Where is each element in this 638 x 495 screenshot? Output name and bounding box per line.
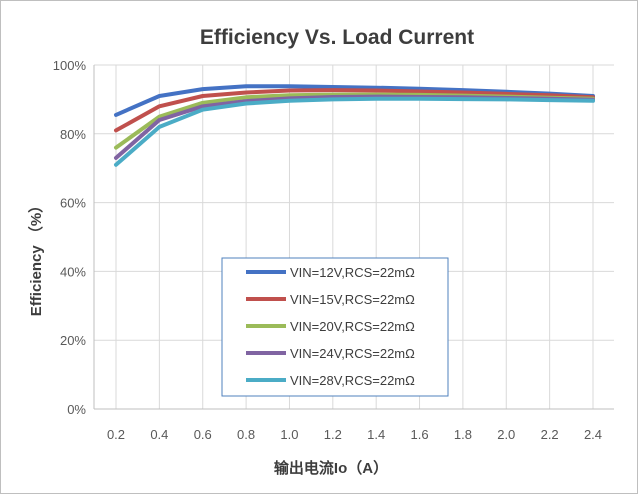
- legend-label: VIN=24V,RCS=22mΩ: [290, 346, 415, 361]
- y-tick-label: 60%: [60, 196, 86, 211]
- x-tick-label: 0.2: [107, 427, 125, 442]
- y-tick-labels: 0% 20% 40% 60% 80% 100%: [53, 58, 87, 417]
- x-tick-label: 0.8: [237, 427, 255, 442]
- series-layer: [114, 84, 595, 167]
- x-tick-label: 2.2: [541, 427, 559, 442]
- series-line: [114, 88, 595, 133]
- chart-title: Efficiency Vs. Load Current: [200, 26, 474, 49]
- x-tick-label: 2.4: [584, 427, 602, 442]
- x-tick-labels: 0.2 0.4 0.6 0.8 1.0 1.2 1.4 1.6 1.8 2.0 2.2 2.4: [107, 427, 602, 442]
- y-tick-label: 0%: [67, 402, 86, 417]
- legend-items: VIN=12V,RCS=22mΩ VIN=15V,RCS=22mΩ VIN=20V,…: [246, 265, 415, 388]
- x-tick-label: 0.6: [194, 427, 212, 442]
- x-tick-label: 1.0: [280, 427, 298, 442]
- legend-label: VIN=15V,RCS=22mΩ: [290, 292, 415, 307]
- series-line: [114, 84, 595, 117]
- y-axis-title: Efficiency （%）: [27, 198, 45, 316]
- y-tick-label: 20%: [60, 333, 86, 348]
- legend-label: VIN=12V,RCS=22mΩ: [290, 265, 415, 280]
- x-tick-label: 1.2: [324, 427, 342, 442]
- y-tick-label: 80%: [60, 127, 86, 142]
- legend: VIN=12V,RCS=22mΩ VIN=15V,RCS=22mΩ VIN=20V,…: [221, 257, 449, 397]
- y-tick-label: 40%: [60, 264, 86, 279]
- legend-label: VIN=28V,RCS=22mΩ: [290, 373, 415, 388]
- x-axis-title: 输出电流Io（A）: [274, 459, 388, 477]
- series-line: [114, 92, 595, 150]
- x-tick-label: 1.4: [367, 427, 385, 442]
- x-tick-label: 1.8: [454, 427, 472, 442]
- x-tick-label: 1.6: [411, 427, 429, 442]
- legend-label: VIN=20V,RCS=22mΩ: [290, 319, 415, 334]
- x-tick-label: 2.0: [497, 427, 515, 442]
- x-tick-label: 0.4: [150, 427, 168, 442]
- series-line: [114, 96, 595, 167]
- y-tick-label: 100%: [53, 58, 87, 73]
